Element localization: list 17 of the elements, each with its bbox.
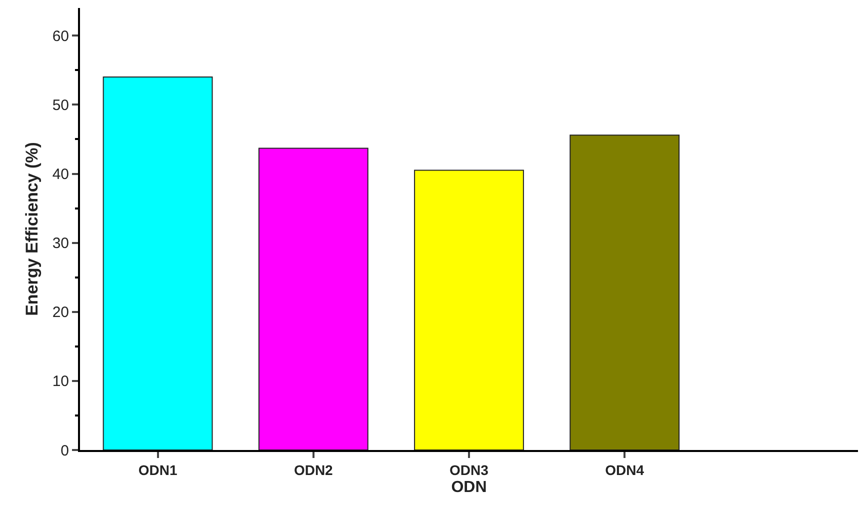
bar	[570, 134, 680, 450]
x-tick-label: ODN3	[450, 462, 489, 478]
y-tick-label: 60	[52, 28, 69, 45]
y-tick-label: 0	[60, 442, 69, 460]
y-tick-label: 20	[52, 304, 69, 322]
bar	[414, 170, 524, 450]
bar	[102, 76, 213, 450]
x-tick-label: ODN1	[138, 462, 178, 478]
y-tick-label: 40	[52, 166, 69, 183]
x-axis-title: ODN	[451, 479, 487, 496]
y-tick-label: 30	[52, 235, 69, 252]
y-tick-label: 10	[52, 373, 69, 390]
y-tick-label: 50	[52, 96, 69, 114]
x-tick-label: ODN2	[294, 462, 334, 478]
bar	[258, 148, 368, 450]
x-tick-label: ODN4	[605, 462, 644, 478]
y-axis-title: Energy Efficiency (%)	[22, 142, 42, 316]
